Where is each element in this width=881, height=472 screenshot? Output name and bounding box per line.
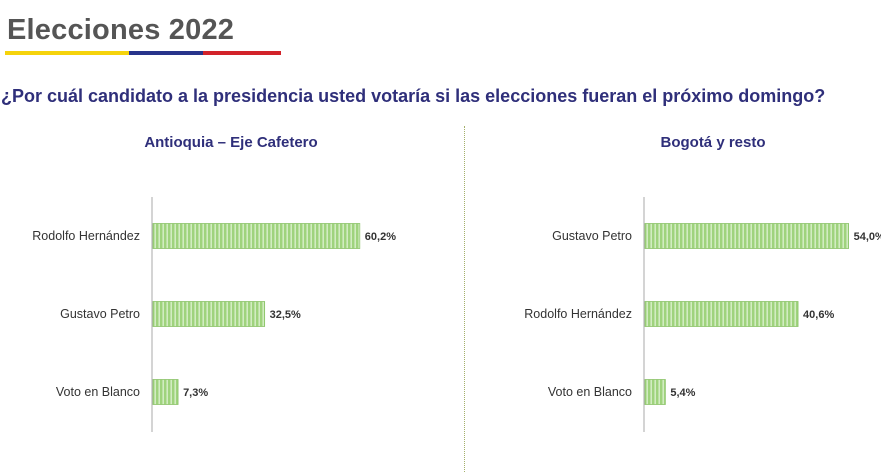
category-label: Rodolfo Hernández — [32, 229, 140, 243]
bar — [644, 301, 799, 327]
bar — [152, 301, 266, 327]
title-underline — [5, 51, 281, 55]
chart-title-left: Antioquia – Eje Cafetero — [144, 134, 318, 151]
category-label: Gustavo Petro — [552, 229, 632, 243]
bar — [152, 223, 361, 249]
value-label: 40,6% — [803, 309, 834, 321]
bar — [644, 223, 849, 249]
chart-right: Gustavo Petro 54,0% Rodolfo Hernández 40,6%… — [524, 197, 881, 432]
value-label: 60,2% — [365, 231, 396, 243]
value-label: 7,3% — [183, 387, 208, 399]
value-label: 5,4% — [670, 387, 695, 399]
category-label: Gustavo Petro — [60, 307, 140, 321]
page-title: Elecciones 2022 — [7, 14, 235, 46]
survey-question: ¿Por cuál candidato a la presidencia ust… — [1, 86, 826, 106]
category-label: Voto en Blanco — [56, 385, 140, 399]
underline-yellow — [5, 51, 129, 55]
category-label: Voto en Blanco — [548, 385, 632, 399]
value-label: 32,5% — [270, 309, 301, 321]
category-label: Rodolfo Hernández — [524, 307, 632, 321]
bar — [152, 379, 179, 405]
chart-title-right: Bogotá y resto — [660, 134, 766, 151]
bar — [644, 379, 666, 405]
underline-blue — [129, 51, 203, 55]
chart-left: Rodolfo Hernández 60,2% Gustavo Petro 32,5%… — [32, 197, 396, 432]
underline-red — [203, 51, 281, 55]
panel-divider — [464, 126, 465, 472]
value-label: 54,0% — [854, 231, 881, 243]
